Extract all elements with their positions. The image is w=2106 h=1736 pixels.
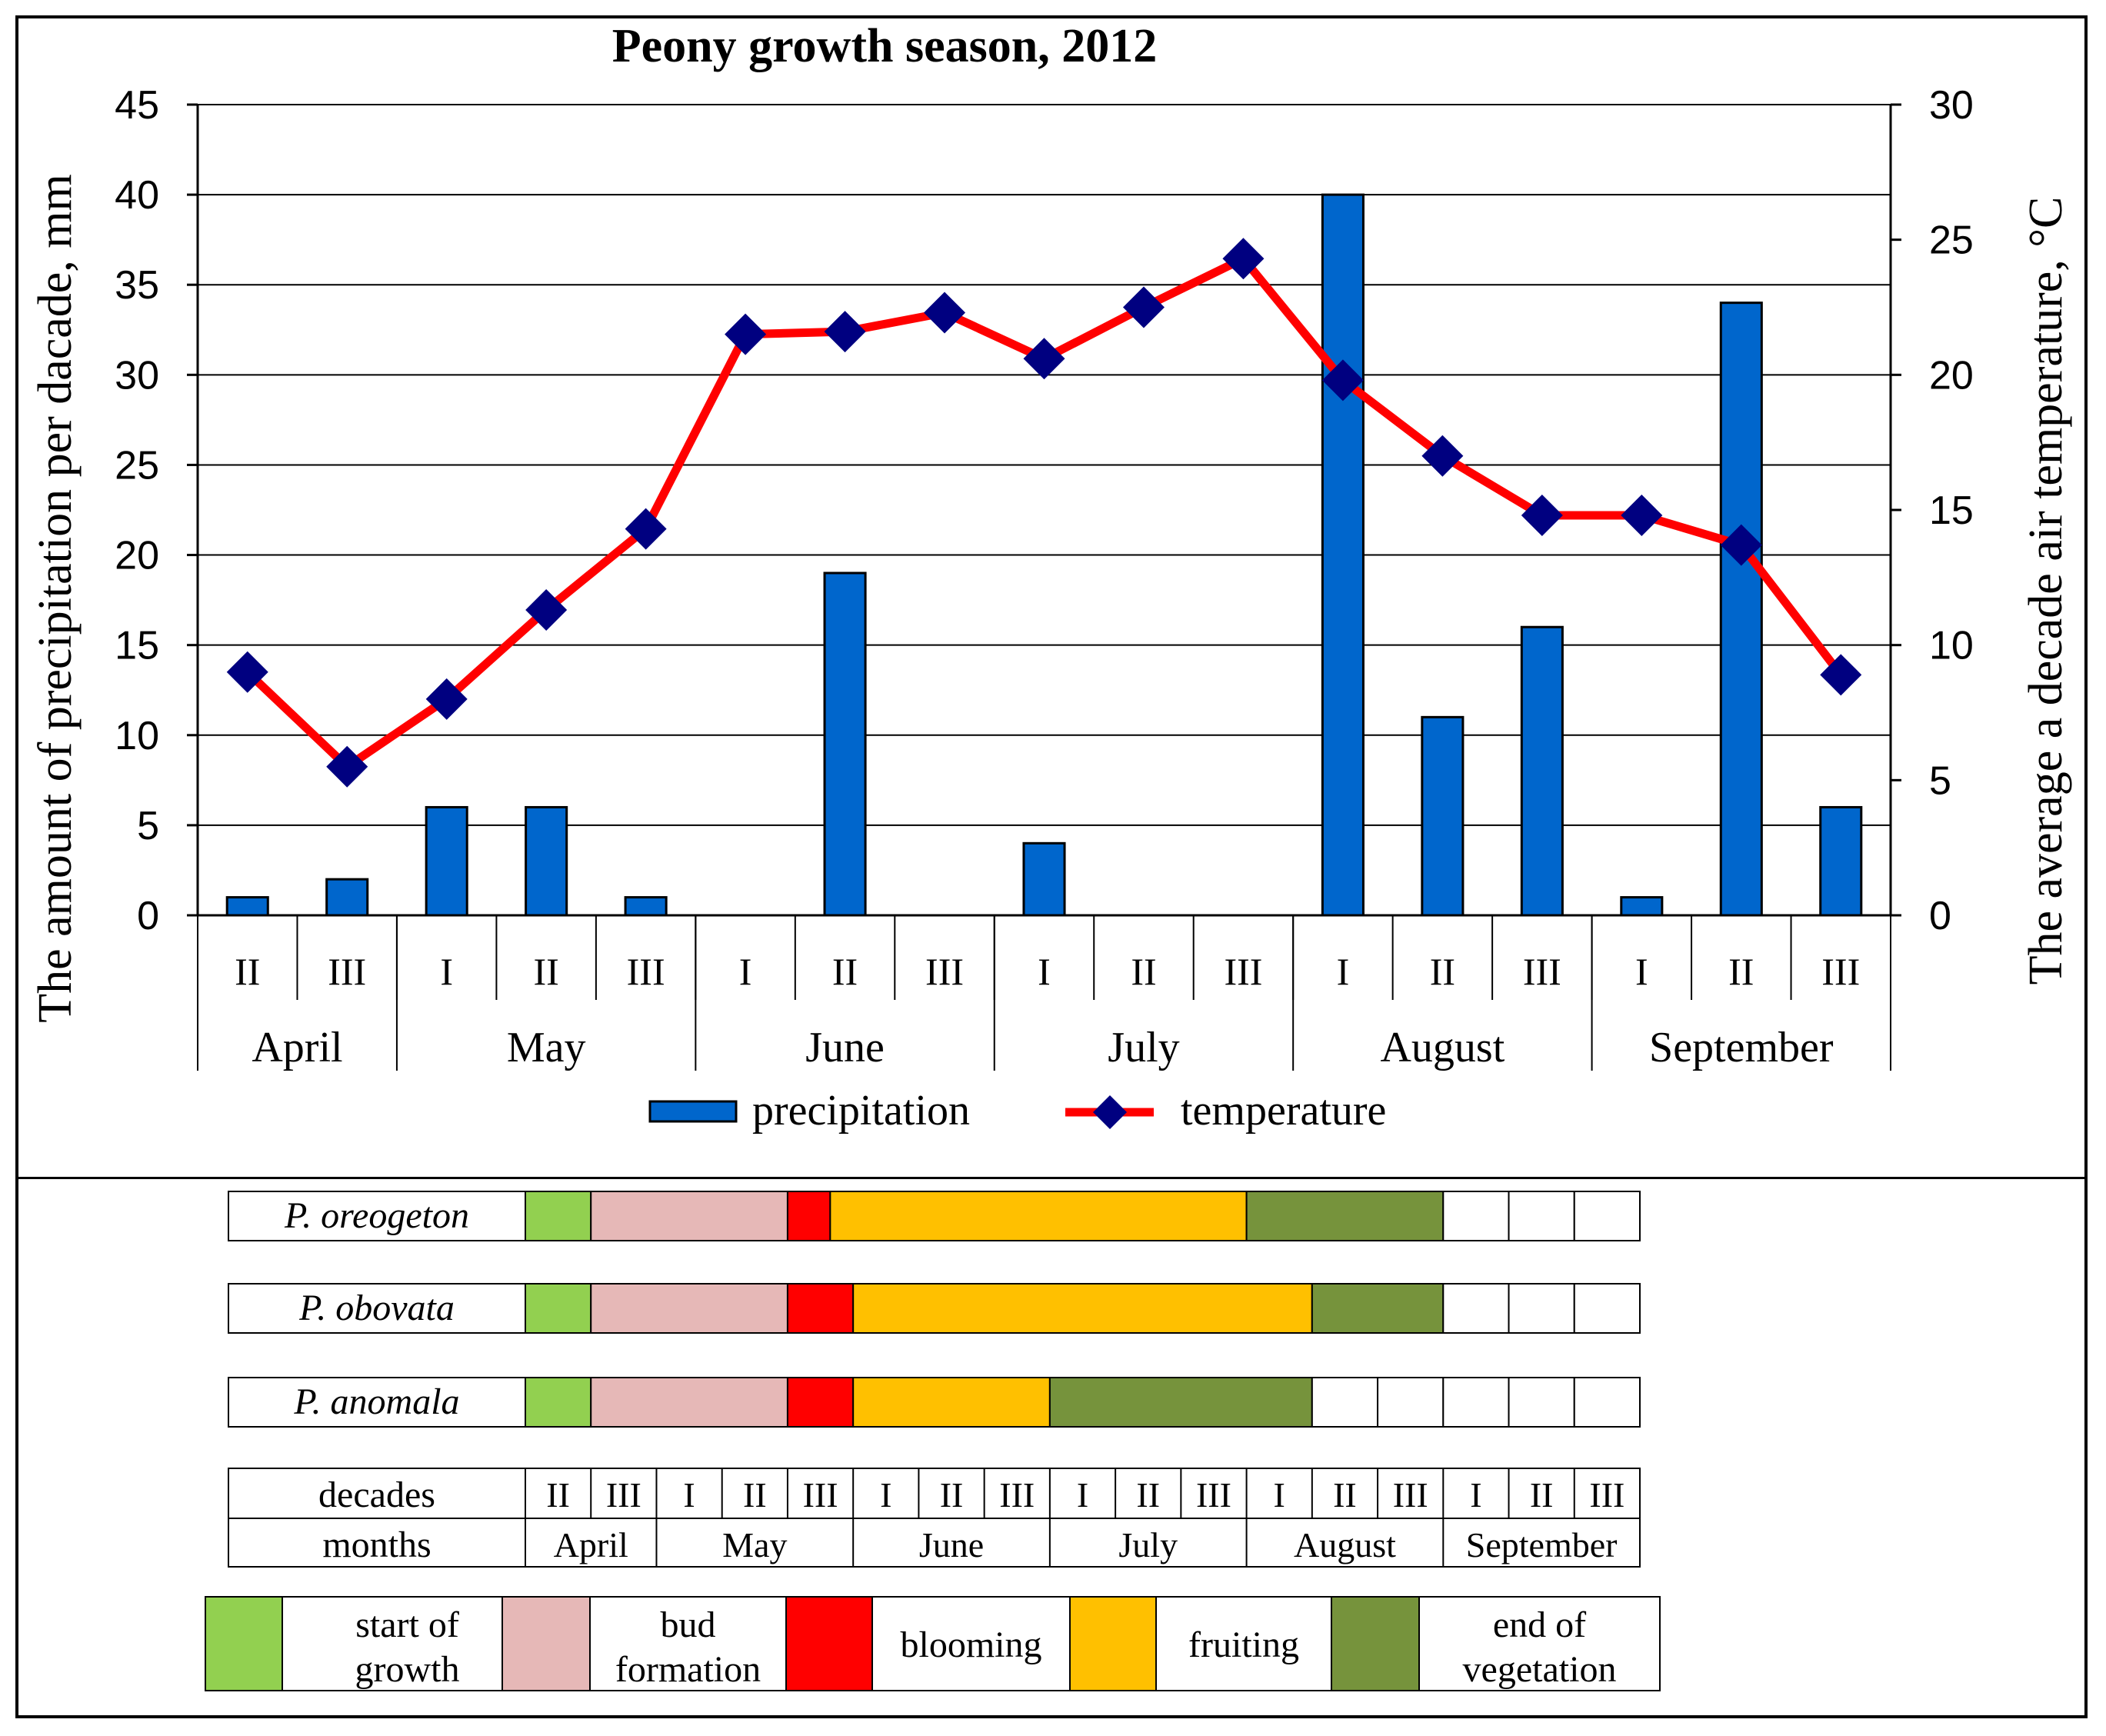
y-left-tick-label: 15 — [115, 624, 159, 668]
x-decade-label: II — [235, 950, 260, 993]
precipitation-bar — [1520, 625, 1564, 917]
temperature-marker — [1421, 435, 1464, 477]
y-right-tick-label: 10 — [1929, 624, 1974, 668]
y-right-tick-label: 15 — [1929, 488, 1974, 533]
precipitation-bar — [1620, 896, 1664, 917]
x-decade-label: I — [1337, 950, 1350, 993]
temperature-marker — [1621, 495, 1663, 537]
x-decade-label: III — [1821, 950, 1860, 993]
temperature-marker — [1222, 238, 1265, 280]
x-decade-label: I — [739, 950, 752, 993]
x-decade-label: II — [1131, 950, 1156, 993]
x-decade-label: III — [1523, 950, 1561, 993]
legend-precipitation-label: precipitation — [752, 1087, 970, 1135]
y-left-axis-title: The amount of precipitation per dacade, … — [29, 174, 82, 1023]
y-left-tick-label: 35 — [115, 263, 159, 308]
x-month-label: June — [805, 1024, 885, 1071]
precipitation-bar — [823, 571, 867, 917]
legend-temperature-label: temperature — [1181, 1087, 1386, 1135]
x-month-label: May — [507, 1024, 586, 1071]
x-decade-label: II — [533, 950, 558, 993]
temperature-marker — [525, 588, 568, 631]
precipitation-bar — [1321, 193, 1365, 917]
precipitation-bar — [525, 805, 568, 917]
temperature-marker — [725, 313, 767, 355]
x-decade-label: I — [1038, 950, 1051, 993]
x-decade-label: III — [627, 950, 665, 993]
precipitation-bar — [1421, 715, 1465, 917]
y-right-tick-label: 20 — [1929, 353, 1974, 398]
y-left-tick-label: 20 — [115, 534, 159, 578]
x-month-label: April — [252, 1024, 342, 1071]
y-left-tick-label: 25 — [115, 443, 159, 488]
x-month-label: August — [1380, 1024, 1505, 1071]
x-decade-label: III — [1224, 950, 1262, 993]
temperature-marker — [1820, 654, 1862, 696]
temperature-marker — [1321, 359, 1364, 402]
y-right-tick-label: 30 — [1929, 83, 1974, 128]
temperature-marker — [1023, 338, 1065, 380]
x-month-label: September — [1649, 1024, 1834, 1071]
x-decade-label: II — [1430, 950, 1455, 993]
y-left-tick-label: 30 — [115, 353, 159, 398]
temperature-marker — [1521, 495, 1563, 537]
precipitation-bar — [325, 878, 369, 917]
precipitation-bar — [225, 896, 269, 917]
figure-frame — [15, 15, 2088, 1718]
x-month-label: July — [1108, 1024, 1179, 1071]
precipitation-bar — [1022, 841, 1066, 917]
y-left-tick-label: 40 — [115, 173, 159, 218]
x-decade-label: III — [328, 950, 366, 993]
y-right-tick-label: 0 — [1929, 894, 1951, 938]
legend-precipitation-swatch — [648, 1100, 738, 1123]
y-left-tick-label: 0 — [137, 894, 159, 938]
temperature-line — [244, 254, 1844, 771]
section-divider — [18, 1177, 2088, 1179]
chart-title: Peony growth season, 2012 — [612, 20, 1157, 72]
precipitation-bar — [624, 896, 668, 917]
precipitation-bar — [425, 805, 468, 917]
y-left-tick-label: 10 — [115, 714, 159, 758]
x-decade-label: II — [832, 950, 858, 993]
y-right-tick-label: 25 — [1929, 218, 1974, 263]
legend-temperature-marker — [1093, 1095, 1127, 1129]
x-decade-label: III — [925, 950, 964, 993]
x-decade-label: I — [1635, 950, 1648, 993]
temperature-marker — [425, 678, 468, 720]
y-left-tick-label: 45 — [115, 83, 159, 128]
x-decade-label: I — [440, 950, 453, 993]
y-right-tick-label: 5 — [1929, 758, 1951, 803]
y-right-axis-title: The average a decade air temperature, °C — [2020, 197, 2072, 985]
precipitation-bar — [1819, 805, 1863, 917]
y-left-tick-label: 5 — [137, 804, 159, 848]
temperature-marker — [226, 651, 268, 693]
temperature-marker — [1122, 286, 1165, 328]
temperature-marker — [824, 311, 866, 353]
x-decade-label: II — [1728, 950, 1754, 993]
precipitation-bar — [1719, 302, 1763, 917]
temperature-marker — [625, 508, 667, 550]
temperature-marker — [1720, 524, 1762, 566]
temperature-marker — [924, 292, 966, 334]
temperature-marker — [326, 745, 368, 788]
